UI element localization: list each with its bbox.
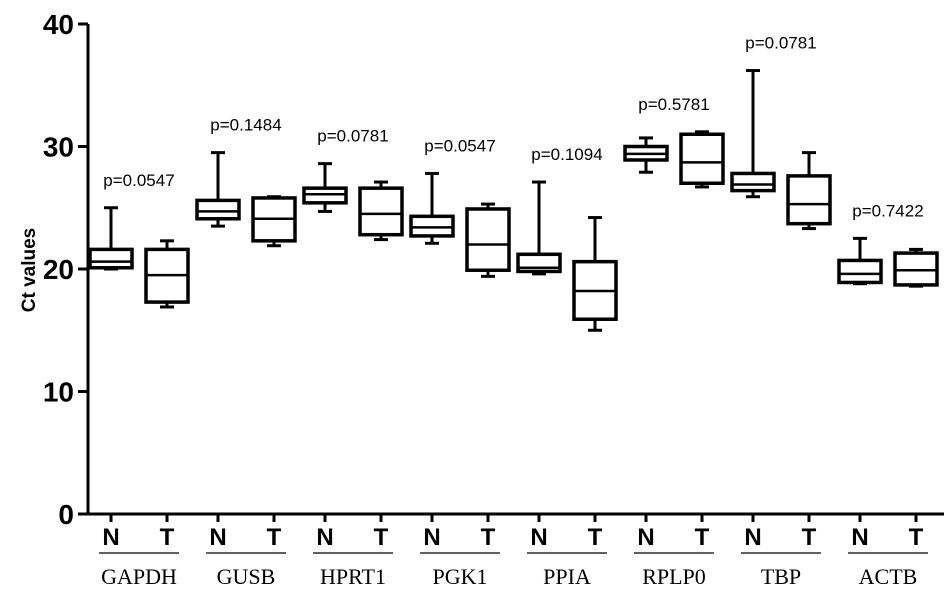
- gene-group-rplp0: N T RPLP0 p=0.5781: [623, 95, 725, 589]
- p-value-annotation: p=0.0547: [424, 136, 495, 155]
- box-iqr: [465, 207, 511, 272]
- group-label-n: N: [851, 524, 868, 551]
- gene-group-hprt1: N T HPRT1 p=0.0781: [302, 127, 404, 589]
- gene-label: TBP: [761, 564, 801, 589]
- group-label-n: N: [744, 524, 761, 551]
- group-label-t: T: [909, 524, 924, 551]
- y-axis-label: Ct values: [19, 228, 40, 312]
- gene-label: HPRT1: [320, 564, 386, 589]
- p-value-annotation: p=0.1094: [531, 145, 602, 164]
- box-actb-t: [893, 247, 939, 288]
- y-tick-label: 10: [43, 377, 74, 408]
- p-value-annotation: p=0.5781: [638, 95, 709, 114]
- p-value-annotation: p=0.1484: [210, 116, 281, 135]
- gene-group-actb: N T ACTB p=0.7422: [837, 201, 939, 589]
- group-label-n: N: [316, 524, 333, 551]
- group-label-t: T: [588, 524, 603, 551]
- y-tick-label: 40: [43, 9, 74, 40]
- group-label-n: N: [423, 524, 440, 551]
- box-iqr: [195, 198, 241, 221]
- box-pgk1-n: [409, 171, 455, 245]
- p-value-annotation: p=0.0547: [103, 171, 174, 190]
- gene-label: RPLP0: [642, 564, 706, 589]
- group-label-t: T: [481, 524, 496, 551]
- box-rplp0-n: [623, 136, 669, 174]
- y-tick-label: 0: [58, 499, 74, 530]
- box-rplp0-t: [679, 130, 725, 189]
- box-hprt1-n: [302, 162, 348, 213]
- box-gusb-n: [195, 151, 241, 228]
- box-iqr: [730, 171, 776, 193]
- box-gapdh-n: [88, 206, 134, 271]
- group-label-n: N: [102, 524, 119, 551]
- gene-label: GUSB: [217, 564, 276, 589]
- y-tick-label: 30: [43, 132, 74, 163]
- group-label-t: T: [695, 524, 710, 551]
- box-gapdh-t: [144, 239, 190, 309]
- box-tbp-n: [730, 69, 776, 199]
- box-iqr: [358, 186, 404, 237]
- gene-group-gapdh: N T GAPDH p=0.0547: [88, 171, 190, 589]
- p-value-annotation: p=0.0781: [745, 34, 816, 53]
- gene-label: GAPDH: [101, 564, 177, 589]
- box-actb-n: [837, 236, 883, 286]
- gene-label: ACTB: [859, 564, 918, 589]
- box-iqr: [786, 174, 832, 226]
- box-iqr: [679, 132, 725, 185]
- box-ppia-t: [572, 216, 618, 332]
- box-iqr: [88, 247, 134, 270]
- group-label-t: T: [267, 524, 282, 551]
- box-ppia-n: [516, 180, 562, 276]
- p-value-annotation: p=0.0781: [317, 127, 388, 146]
- group-label-t: T: [374, 524, 389, 551]
- gene-group-ppia: N T PPIA p=0.1094: [516, 145, 618, 589]
- box-pgk1-t: [465, 202, 511, 278]
- gene-label: PPIA: [543, 564, 591, 589]
- box-gusb-t: [251, 195, 297, 248]
- group-label-n: N: [209, 524, 226, 551]
- gene-label: PGK1: [432, 564, 487, 589]
- group-label-t: T: [160, 524, 175, 551]
- group-label-n: N: [637, 524, 654, 551]
- group-label-t: T: [802, 524, 817, 551]
- gene-group-gusb: N T GUSB p=0.1484: [195, 116, 297, 589]
- group-label-n: N: [530, 524, 547, 551]
- p-value-annotation: p=0.7422: [852, 201, 923, 220]
- gene-group-pgk1: N T PGK1 p=0.0547: [409, 136, 511, 589]
- box-iqr: [837, 258, 883, 285]
- box-hprt1-t: [358, 180, 404, 242]
- box-tbp-t: [786, 151, 832, 231]
- y-tick-label: 20: [43, 254, 74, 285]
